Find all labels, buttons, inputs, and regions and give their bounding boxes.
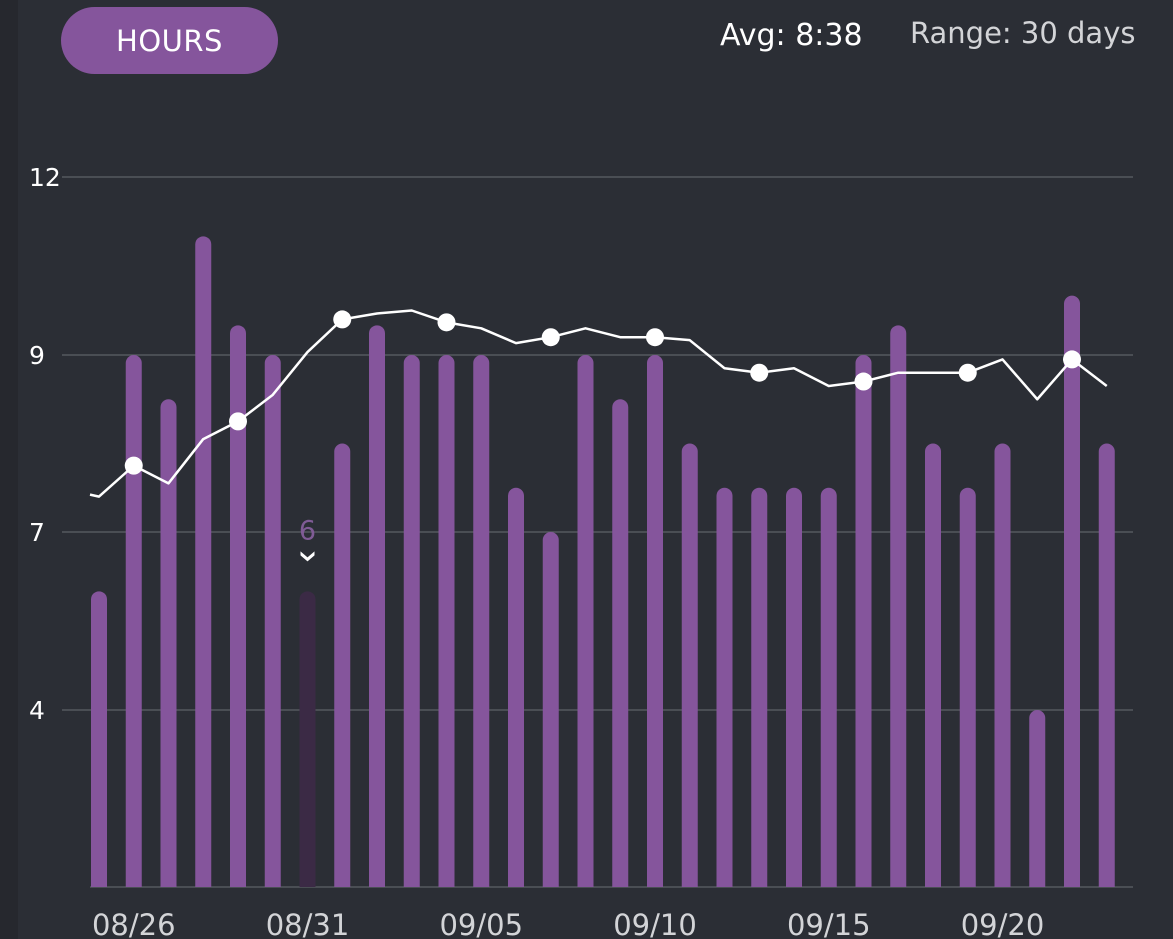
bar[interactable] <box>160 399 177 887</box>
y-tick-label: 7 <box>29 518 45 547</box>
left-edge-shadow <box>0 0 18 939</box>
trend-marker[interactable] <box>437 313 456 332</box>
bar[interactable] <box>820 487 837 887</box>
bar[interactable] <box>681 443 698 888</box>
range-label[interactable]: Range: 30 days <box>910 16 1136 50</box>
bar[interactable] <box>1098 443 1115 888</box>
average-label: Avg: 8:38 <box>720 18 863 53</box>
trend-marker[interactable] <box>646 328 664 347</box>
trend-marker[interactable] <box>333 310 352 329</box>
y-tick-label: 9 <box>29 341 45 370</box>
x-tick-label: 08/31 <box>266 908 350 939</box>
bar[interactable] <box>473 355 490 887</box>
bar[interactable] <box>612 399 629 887</box>
trend-marker[interactable] <box>750 363 769 382</box>
bar[interactable] <box>925 443 941 888</box>
bar[interactable] <box>438 355 455 887</box>
x-tick-label: 09/15 <box>787 908 871 939</box>
trend-marker[interactable] <box>124 456 143 475</box>
bar[interactable] <box>716 487 733 887</box>
bar[interactable] <box>855 355 872 887</box>
bar[interactable] <box>1029 710 1046 887</box>
bar[interactable] <box>890 325 907 887</box>
bar[interactable] <box>508 487 524 887</box>
bar[interactable] <box>195 236 212 888</box>
bar[interactable] <box>403 355 420 887</box>
bar[interactable] <box>647 355 663 887</box>
trend-marker[interactable] <box>229 412 247 431</box>
bar[interactable] <box>264 355 281 887</box>
chevron-down-icon <box>300 551 315 562</box>
y-tick-label: 4 <box>29 696 45 725</box>
bar[interactable] <box>125 355 142 887</box>
bar[interactable] <box>542 532 559 887</box>
bar[interactable] <box>786 487 802 887</box>
x-tick-label: 08/26 <box>92 908 176 939</box>
bar[interactable] <box>577 355 594 887</box>
bar[interactable] <box>959 487 976 887</box>
bar[interactable] <box>230 325 246 887</box>
bar[interactable] <box>369 325 385 887</box>
selected-bar-value-label: 6 <box>299 515 316 546</box>
trend-marker[interactable] <box>541 328 560 347</box>
hours-metric-button[interactable]: HOURS <box>61 7 278 74</box>
bar[interactable] <box>91 591 107 887</box>
trend-marker[interactable] <box>958 363 977 382</box>
bar-selected[interactable] <box>299 591 316 887</box>
bar[interactable] <box>1064 295 1080 888</box>
bar[interactable] <box>751 487 768 887</box>
y-tick-label: 12 <box>29 163 61 192</box>
x-tick-label: 09/20 <box>961 908 1045 939</box>
bar[interactable] <box>994 443 1011 888</box>
trend-marker[interactable] <box>1063 350 1081 369</box>
x-tick-label: 09/05 <box>439 908 523 939</box>
bar[interactable] <box>334 443 351 888</box>
trend-marker[interactable] <box>854 372 873 391</box>
x-tick-label: 09/10 <box>613 908 697 939</box>
